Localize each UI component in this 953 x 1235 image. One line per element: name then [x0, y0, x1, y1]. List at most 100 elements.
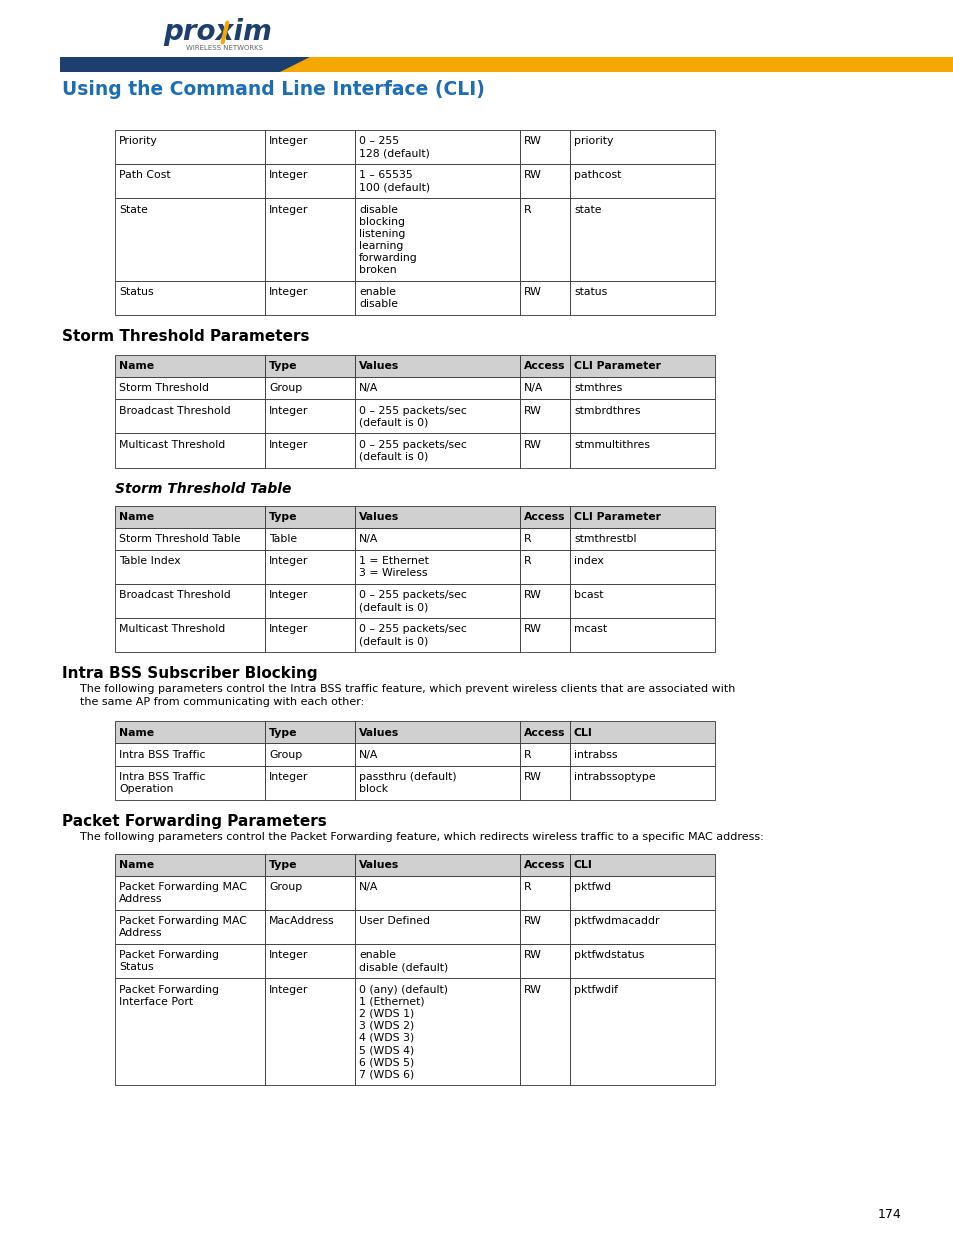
Text: RW: RW: [523, 136, 541, 146]
Bar: [519, 721, 569, 743]
Text: Intra BSS Traffic: Intra BSS Traffic: [119, 750, 205, 760]
Bar: [265, 619, 355, 652]
Bar: [355, 164, 519, 199]
Text: Priority: Priority: [119, 136, 157, 146]
Bar: [115, 944, 265, 978]
Text: RW: RW: [523, 625, 541, 635]
Bar: [519, 199, 569, 280]
Text: Intra BSS Subscriber Blocking: Intra BSS Subscriber Blocking: [62, 667, 317, 682]
Text: Group: Group: [269, 383, 302, 394]
Text: pktfwd: pktfwd: [574, 882, 611, 892]
Bar: [115, 766, 265, 800]
Bar: [355, 356, 519, 377]
Text: Table Index: Table Index: [119, 556, 180, 566]
Text: User Defined: User Defined: [358, 916, 430, 926]
Text: Multicast Threshold: Multicast Threshold: [119, 625, 225, 635]
Bar: [569, 910, 714, 944]
Bar: [519, 766, 569, 800]
Bar: [519, 527, 569, 550]
Bar: [569, 377, 714, 399]
Text: Using the Command Line Interface (CLI): Using the Command Line Interface (CLI): [62, 80, 484, 99]
Text: 0 (any) (default): 0 (any) (default): [358, 984, 448, 994]
Text: N/A: N/A: [523, 383, 543, 394]
Bar: [355, 584, 519, 619]
Bar: [115, 978, 265, 1086]
Text: N/A: N/A: [358, 534, 378, 543]
Bar: [355, 280, 519, 315]
Text: Integer: Integer: [269, 984, 308, 994]
Bar: [265, 399, 355, 433]
Text: 1 = Ethernet: 1 = Ethernet: [358, 556, 429, 566]
Text: Integer: Integer: [269, 170, 308, 180]
Bar: [569, 978, 714, 1086]
Bar: [265, 377, 355, 399]
Text: Type: Type: [269, 860, 297, 869]
Bar: [569, 766, 714, 800]
Text: Values: Values: [358, 727, 399, 737]
Text: Integer: Integer: [269, 405, 308, 415]
Text: Integer: Integer: [269, 951, 308, 961]
Text: RW: RW: [523, 440, 541, 450]
Bar: [569, 399, 714, 433]
Bar: [519, 584, 569, 619]
Bar: [569, 584, 714, 619]
Text: Access: Access: [523, 511, 565, 522]
Text: Address: Address: [119, 929, 162, 939]
Text: 5 (WDS 4): 5 (WDS 4): [358, 1045, 414, 1055]
Text: status: status: [574, 288, 607, 298]
Text: 0 – 255: 0 – 255: [358, 136, 398, 146]
Text: 100 (default): 100 (default): [358, 183, 430, 193]
Bar: [519, 853, 569, 876]
Text: pktfwdif: pktfwdif: [574, 984, 618, 994]
Text: Packet Forwarding: Packet Forwarding: [119, 984, 219, 994]
Text: Access: Access: [523, 727, 565, 737]
Bar: [355, 550, 519, 584]
Bar: [265, 766, 355, 800]
Bar: [569, 619, 714, 652]
Text: Interface Port: Interface Port: [119, 997, 193, 1007]
Bar: [519, 743, 569, 766]
Text: Access: Access: [523, 860, 565, 869]
Bar: [519, 876, 569, 910]
Bar: [519, 377, 569, 399]
Bar: [569, 853, 714, 876]
Text: RW: RW: [523, 288, 541, 298]
Text: N/A: N/A: [358, 882, 378, 892]
Text: priority: priority: [574, 136, 613, 146]
Bar: [115, 743, 265, 766]
Text: forwarding: forwarding: [358, 253, 417, 263]
Text: RW: RW: [523, 984, 541, 994]
Text: Group: Group: [269, 882, 302, 892]
Bar: [355, 377, 519, 399]
Bar: [265, 550, 355, 584]
Text: bcast: bcast: [574, 590, 603, 600]
Text: Values: Values: [358, 362, 399, 372]
Text: Intra BSS Traffic: Intra BSS Traffic: [119, 772, 205, 782]
Text: Packet Forwarding MAC: Packet Forwarding MAC: [119, 882, 247, 892]
Text: 174: 174: [877, 1209, 901, 1221]
Text: Integer: Integer: [269, 625, 308, 635]
Bar: [355, 527, 519, 550]
Text: 128 (default): 128 (default): [358, 148, 430, 158]
Text: MacAddress: MacAddress: [269, 916, 335, 926]
Text: R: R: [523, 882, 531, 892]
Bar: [569, 199, 714, 280]
Text: proxim: proxim: [163, 19, 273, 46]
Text: Multicast Threshold: Multicast Threshold: [119, 440, 225, 450]
Text: RW: RW: [523, 772, 541, 782]
Bar: [265, 199, 355, 280]
Bar: [115, 280, 265, 315]
Bar: [355, 853, 519, 876]
Bar: [519, 505, 569, 527]
Bar: [115, 199, 265, 280]
Bar: [569, 356, 714, 377]
Bar: [569, 505, 714, 527]
Bar: [115, 853, 265, 876]
Text: Status: Status: [119, 288, 153, 298]
Bar: [265, 433, 355, 468]
Bar: [265, 130, 355, 164]
Bar: [265, 721, 355, 743]
Text: Values: Values: [358, 511, 399, 522]
Bar: [569, 527, 714, 550]
Bar: [265, 910, 355, 944]
